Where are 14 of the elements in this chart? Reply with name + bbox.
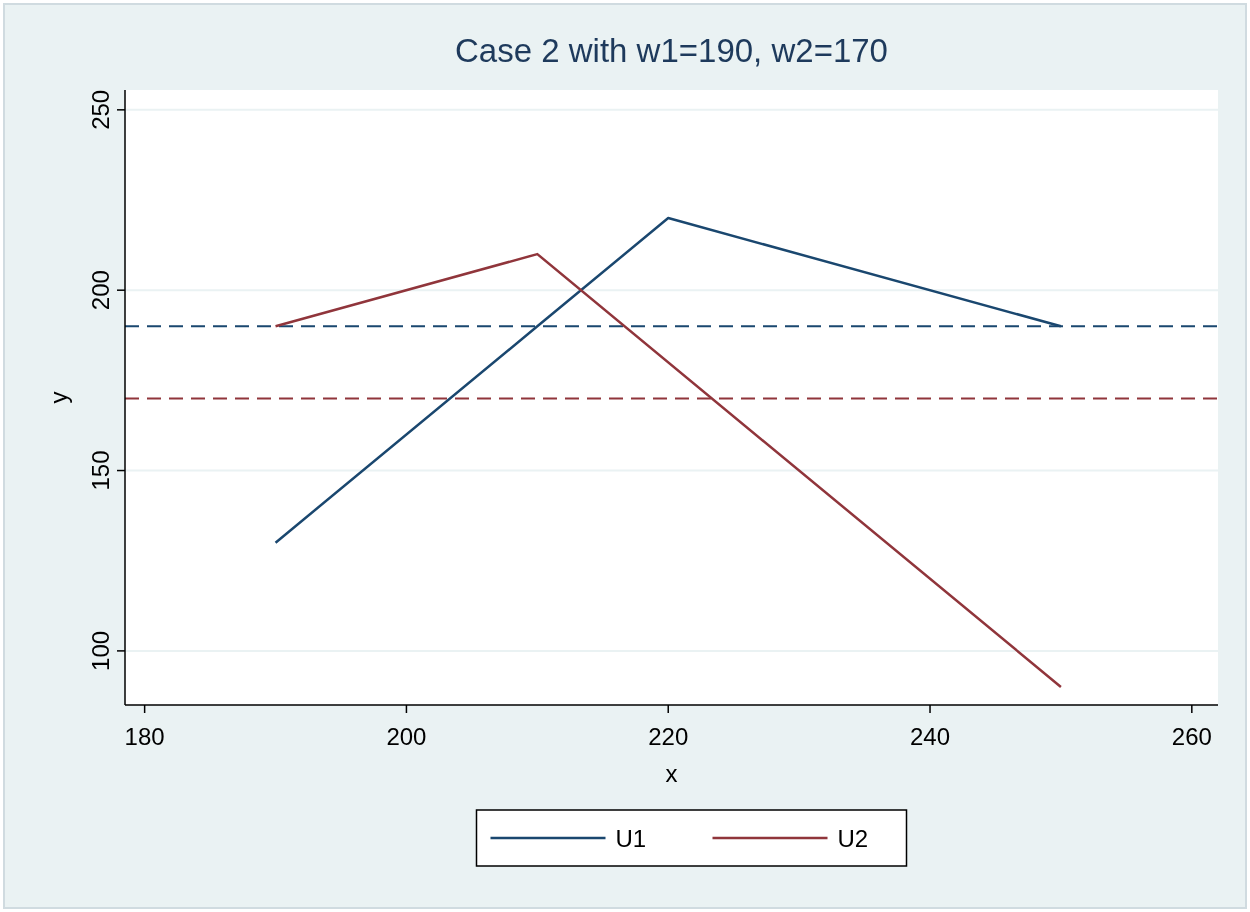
y-tick-label: 150 [87,450,114,491]
y-tick-label: 200 [87,270,114,311]
chart-title: Case 2 with w1=190, w2=170 [455,32,888,69]
x-axis-title: x [665,760,678,787]
legend-label: U2 [837,825,869,852]
y-tick-label: 100 [87,630,114,671]
y-tick-label: 250 [87,89,114,130]
x-tick-label: 240 [910,723,951,750]
x-tick-label: 180 [124,723,165,750]
y-axis-title: y [45,391,72,404]
x-tick-label: 260 [1171,723,1212,750]
legend-label: U1 [615,825,647,852]
x-tick-label: 220 [648,723,689,750]
x-tick-label: 200 [386,723,427,750]
